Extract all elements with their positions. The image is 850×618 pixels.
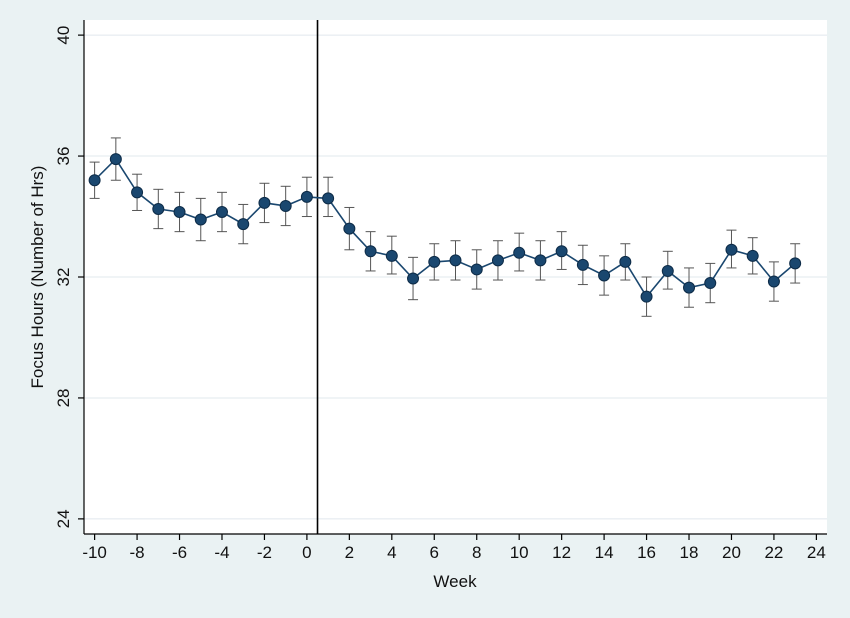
data-point <box>258 196 271 209</box>
x-tick-label: 16 <box>637 543 656 562</box>
x-tick-label: -8 <box>130 543 145 562</box>
x-tick-label: 2 <box>345 543 354 562</box>
data-point <box>109 153 122 166</box>
y-ticks: 24 28 32 36 40 <box>54 26 84 528</box>
data-point <box>513 246 526 259</box>
x-ticks: -10 -8 -6 -4 -2 0 2 4 6 8 10 12 14 16 18 20 22 24 <box>82 534 826 562</box>
data-point <box>343 222 356 235</box>
x-tick-label: 24 <box>807 543 826 562</box>
x-tick-label: -6 <box>172 543 187 562</box>
y-tick-label: 40 <box>54 26 73 45</box>
data-point <box>364 245 377 258</box>
data-point <box>322 192 335 205</box>
data-point <box>661 264 674 277</box>
x-axis-title: Week <box>433 572 477 591</box>
x-tick-label: 4 <box>387 543 396 562</box>
y-tick-label: 28 <box>54 388 73 407</box>
y-tick-label: 36 <box>54 147 73 166</box>
data-point <box>767 275 780 288</box>
series-line <box>94 157 796 299</box>
data-point <box>746 249 759 262</box>
data-point <box>598 269 611 282</box>
data-point <box>640 290 653 303</box>
data-point <box>385 249 398 262</box>
x-tick-label: 18 <box>680 543 699 562</box>
data-point <box>215 205 228 218</box>
data-point <box>576 258 589 271</box>
data-point <box>237 218 250 231</box>
data-point <box>683 281 696 294</box>
data-point <box>619 255 632 268</box>
data-point <box>194 213 207 226</box>
data-point <box>725 243 738 256</box>
x-tick-label: -4 <box>214 543 229 562</box>
x-tick-label: 12 <box>552 543 571 562</box>
x-tick-label: 20 <box>722 543 741 562</box>
y-axis-title: Focus Hours (Number of Hrs) <box>28 166 47 389</box>
data-point <box>789 257 802 270</box>
data-point <box>491 254 504 267</box>
data-point <box>300 190 313 203</box>
x-tick-label: 6 <box>430 543 439 562</box>
data-point <box>152 202 165 215</box>
data-points <box>88 153 802 303</box>
x-tick-label: 22 <box>764 543 783 562</box>
data-point <box>534 254 547 267</box>
data-point <box>407 272 420 285</box>
error-bars <box>89 137 801 317</box>
x-tick-label: 10 <box>510 543 529 562</box>
data-point <box>88 174 101 187</box>
y-tick-label: 24 <box>54 509 73 528</box>
data-point <box>704 277 717 290</box>
data-point <box>131 186 144 199</box>
x-tick-label: 8 <box>472 543 481 562</box>
data-point <box>449 254 462 267</box>
x-tick-label: 0 <box>302 543 311 562</box>
data-point <box>555 245 568 258</box>
y-tick-label: 32 <box>54 268 73 287</box>
x-tick-label: -10 <box>82 543 107 562</box>
data-point <box>173 205 186 218</box>
x-tick-label: 14 <box>595 543 614 562</box>
data-point <box>428 255 441 268</box>
data-point <box>470 263 483 276</box>
data-point <box>279 199 292 212</box>
x-tick-label: -2 <box>257 543 272 562</box>
